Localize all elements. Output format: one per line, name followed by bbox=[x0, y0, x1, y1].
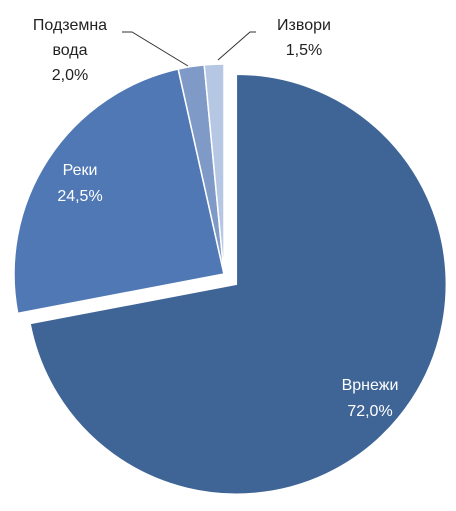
slice-percent-label: 72,0% bbox=[347, 403, 392, 420]
slice-category-label: вода bbox=[52, 42, 87, 59]
leader-line-4 bbox=[217, 31, 256, 61]
slice-percent-label: 2,0% bbox=[52, 67, 88, 84]
slice-category-label: Реки bbox=[63, 162, 98, 179]
leader-line-3 bbox=[122, 31, 189, 67]
slice-category-label: Извори bbox=[277, 17, 331, 34]
slice-category-label: Врнежи bbox=[342, 377, 399, 394]
pie-slice-4 bbox=[203, 63, 225, 275]
data-label-4: Извори 1,5% bbox=[277, 17, 331, 59]
data-label-2: Реки 24,5% bbox=[57, 162, 102, 205]
slice-category-label: Подземна bbox=[33, 17, 107, 34]
pie-slice-1 bbox=[29, 73, 448, 495]
slice-percent-label: 1,5% bbox=[286, 42, 322, 59]
pie-slice-2 bbox=[13, 68, 225, 315]
data-label-3: Подземна вода 2,0% bbox=[33, 17, 107, 84]
data-label-1: Врнежи 72,0% bbox=[342, 377, 399, 420]
slice-percent-label: 24,5% bbox=[57, 188, 102, 205]
